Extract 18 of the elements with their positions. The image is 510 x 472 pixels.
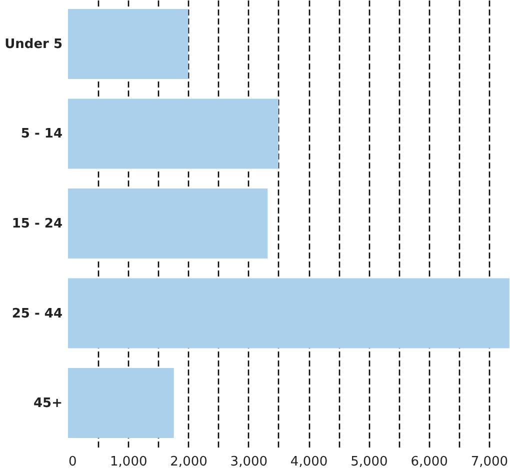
y-tick-label: Under 5 — [4, 36, 62, 52]
x-tick-label: 6,000 — [410, 454, 448, 470]
bar — [68, 8, 188, 79]
y-tick-label: 5 - 14 — [20, 126, 62, 142]
bar — [68, 98, 278, 169]
y-tick-label: 25 - 44 — [12, 306, 62, 322]
y-tick-label: 15 - 24 — [12, 216, 62, 232]
x-tick-label: 0 — [68, 454, 77, 470]
bar — [68, 368, 174, 438]
bar — [68, 278, 510, 348]
y-tick-label: 45+ — [34, 396, 62, 412]
bar — [68, 188, 268, 259]
x-tick-label: 7,000 — [470, 454, 508, 470]
x-tick-label: 1,000 — [110, 454, 148, 470]
x-tick-label: 2,000 — [170, 454, 208, 470]
x-tick-label: 3,000 — [230, 454, 268, 470]
x-tick-label: 4,000 — [290, 454, 328, 470]
x-tick-label: 5,000 — [350, 454, 388, 470]
